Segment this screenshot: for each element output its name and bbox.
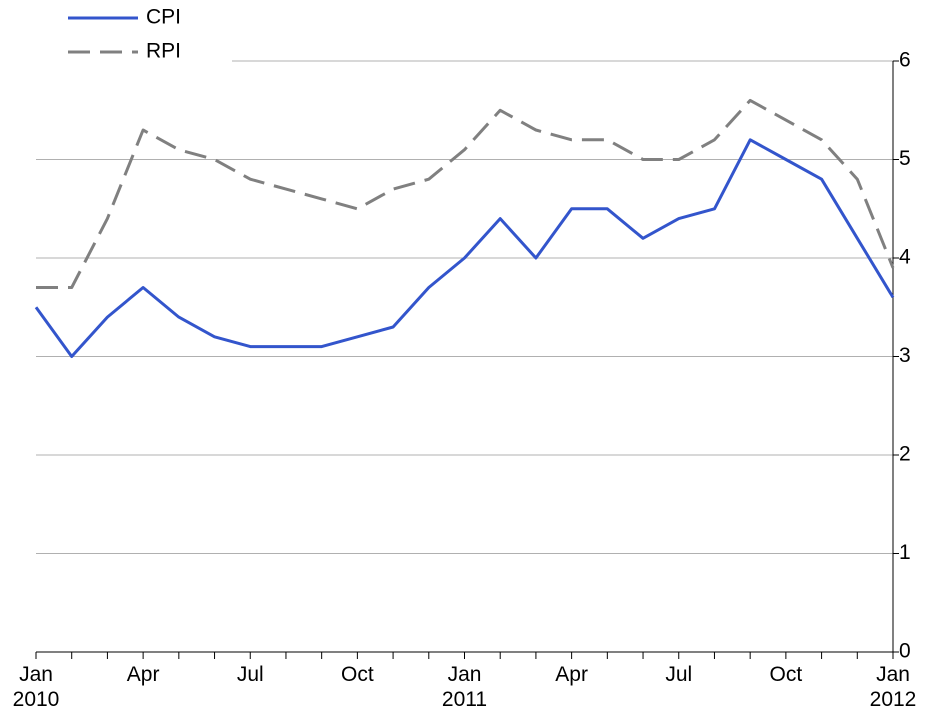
y-tick-label: 1: [899, 541, 911, 564]
legend-bg: [0, 0, 232, 68]
y-tick-label: 3: [899, 344, 911, 367]
legend-label: CPI: [146, 6, 181, 29]
x-tick-label: Jul: [665, 663, 693, 686]
series-line: [34, 138, 895, 358]
x-tick-label: Apr: [555, 663, 588, 686]
series-line: [36, 98, 895, 289]
y-tick-label: 4: [899, 246, 911, 269]
y-tick-label: 2: [899, 443, 911, 466]
x-tick-label: Jul: [236, 663, 264, 686]
x-tick-label: Oct: [769, 663, 803, 686]
x-tick-label: Jan 2010: [12, 663, 60, 711]
y-tick-label: 5: [899, 147, 911, 170]
x-tick-label: Jan 2011: [441, 663, 488, 711]
x-tick-label: Apr: [126, 663, 160, 686]
y-tick-label: 6: [899, 49, 911, 72]
y-tick-label: 0: [899, 640, 911, 663]
x-tick-label: Oct: [341, 663, 374, 686]
x-tick-label: Jan 2012: [869, 663, 917, 711]
legend-label: RPI: [146, 40, 181, 63]
